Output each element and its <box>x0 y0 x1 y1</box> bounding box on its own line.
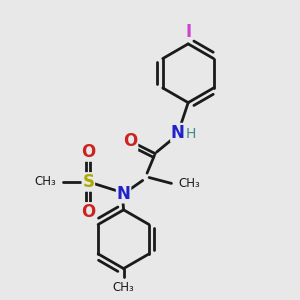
Text: CH₃: CH₃ <box>34 176 56 188</box>
Text: N: N <box>117 185 130 203</box>
Text: O: O <box>81 203 95 221</box>
Text: CH₃: CH₃ <box>113 281 134 294</box>
Text: H: H <box>185 127 196 141</box>
Text: S: S <box>82 173 94 191</box>
Text: I: I <box>185 23 191 41</box>
Text: CH₃: CH₃ <box>178 177 200 190</box>
Text: N: N <box>171 124 185 142</box>
Text: O: O <box>81 143 95 161</box>
Text: O: O <box>123 132 137 150</box>
